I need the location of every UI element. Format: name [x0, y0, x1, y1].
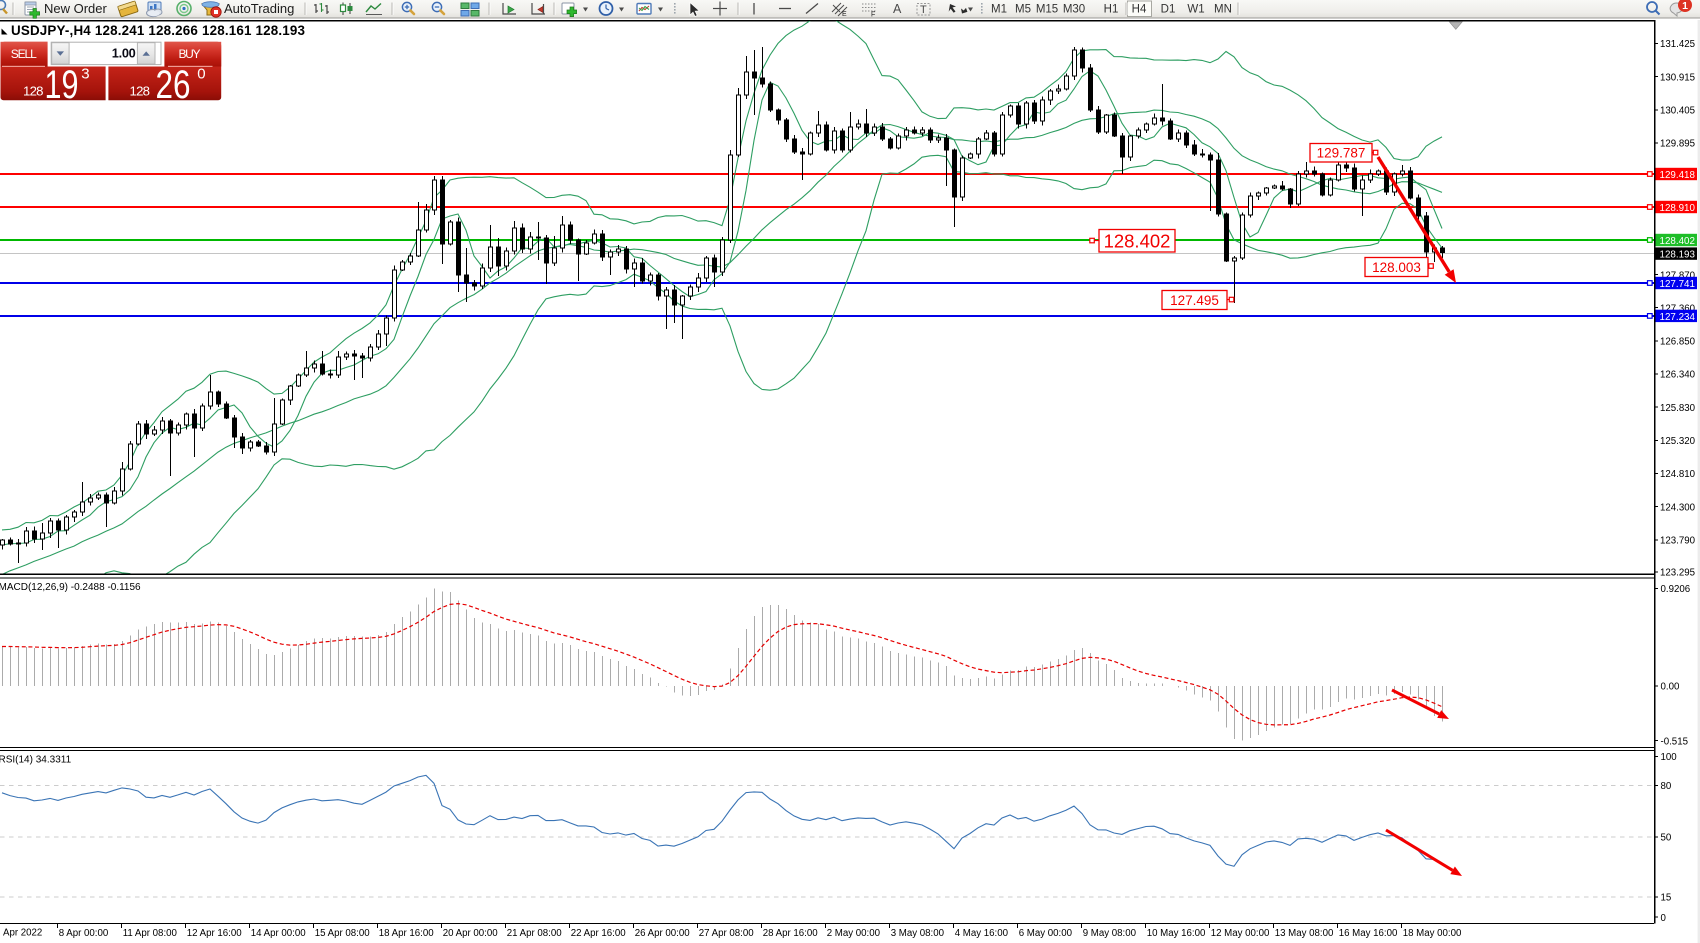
svg-text:127.495: 127.495 — [1170, 293, 1219, 308]
svg-text:100: 100 — [1661, 752, 1678, 763]
svg-text:3: 3 — [81, 66, 89, 83]
svg-text:124.810: 124.810 — [1660, 469, 1696, 480]
svg-text:16 May 16:00: 16 May 16:00 — [1339, 928, 1398, 939]
svg-text:1.00: 1.00 — [112, 46, 136, 61]
svg-text:-0.515: -0.515 — [1661, 736, 1688, 747]
svg-text:128: 128 — [23, 84, 44, 99]
svg-text:2 May 00:00: 2 May 00:00 — [827, 928, 881, 939]
svg-text:W1: W1 — [1187, 4, 1204, 16]
svg-text:M1: M1 — [991, 4, 1007, 16]
svg-text:18 May 00:00: 18 May 00:00 — [1403, 928, 1462, 939]
svg-text:0.9206: 0.9206 — [1661, 584, 1691, 595]
svg-text:26: 26 — [156, 63, 191, 107]
svg-text:AutoTrading: AutoTrading — [224, 1, 294, 16]
svg-text:T: T — [920, 4, 927, 16]
svg-text:130.405: 130.405 — [1660, 106, 1695, 117]
svg-text:19: 19 — [45, 63, 79, 107]
svg-text:26 Apr 00:00: 26 Apr 00:00 — [635, 928, 691, 939]
svg-text:1: 1 — [1682, 0, 1688, 12]
svg-text:0: 0 — [1661, 913, 1667, 924]
svg-text:14 Apr 00:00: 14 Apr 00:00 — [251, 928, 307, 939]
svg-text:BUY: BUY — [179, 47, 201, 61]
svg-text:127.870: 127.870 — [1660, 270, 1696, 281]
svg-text:SELL: SELL — [11, 47, 37, 61]
svg-text:126.850: 126.850 — [1660, 337, 1696, 348]
svg-text:123.295: 123.295 — [1660, 568, 1695, 579]
svg-text:MN: MN — [1214, 4, 1232, 16]
svg-text:D1: D1 — [1161, 4, 1176, 16]
svg-text:50: 50 — [1661, 833, 1672, 844]
svg-text:28 Apr 16:00: 28 Apr 16:00 — [763, 928, 819, 939]
svg-text:127.741: 127.741 — [1660, 279, 1695, 290]
svg-text:13 May 08:00: 13 May 08:00 — [1275, 928, 1334, 939]
svg-text:11 Apr 08:00: 11 Apr 08:00 — [123, 928, 178, 939]
svg-text:M15: M15 — [1036, 4, 1058, 16]
svg-text:10 May 16:00: 10 May 16:00 — [1147, 928, 1206, 939]
svg-text:H4: H4 — [1132, 4, 1147, 16]
svg-text:129.418: 129.418 — [1660, 170, 1696, 181]
svg-text:15 Apr 08:00: 15 Apr 08:00 — [315, 928, 371, 939]
svg-text:20 Apr 00:00: 20 Apr 00:00 — [443, 928, 499, 939]
svg-text:123.790: 123.790 — [1660, 536, 1696, 547]
svg-text:6 May 00:00: 6 May 00:00 — [1019, 928, 1073, 939]
svg-text:124.300: 124.300 — [1660, 502, 1696, 513]
svg-text:128: 128 — [130, 84, 151, 99]
svg-text:4 May 16:00: 4 May 16:00 — [955, 928, 1009, 939]
svg-text:H1: H1 — [1104, 4, 1119, 16]
svg-text:125.830: 125.830 — [1660, 403, 1696, 414]
svg-text:F: F — [871, 12, 875, 19]
svg-text:128.402: 128.402 — [1104, 230, 1171, 251]
svg-text:MACD(12,26,9) -0.2488 -0.1156: MACD(12,26,9) -0.2488 -0.1156 — [0, 582, 141, 593]
svg-text:129.787: 129.787 — [1317, 146, 1366, 161]
svg-text:21 Apr 08:00: 21 Apr 08:00 — [507, 928, 563, 939]
svg-text:M5: M5 — [1015, 4, 1031, 16]
svg-text:125.320: 125.320 — [1660, 436, 1696, 447]
svg-text:127.360: 127.360 — [1660, 303, 1696, 314]
svg-text:New Order: New Order — [44, 1, 108, 16]
svg-text:18 Apr 16:00: 18 Apr 16:00 — [379, 928, 435, 939]
svg-text:131.425: 131.425 — [1660, 39, 1695, 50]
svg-text:126.340: 126.340 — [1660, 370, 1696, 381]
svg-text:12 May 00:00: 12 May 00:00 — [1211, 928, 1270, 939]
svg-text:128.910: 128.910 — [1660, 203, 1696, 214]
svg-text:8 Apr 00:00: 8 Apr 00:00 — [59, 928, 109, 939]
svg-text:USDJPY-,H4 128.241 128.266 12: USDJPY-,H4 128.241 128.266 128.161 128.1… — [11, 23, 305, 38]
svg-text:12 Apr 16:00: 12 Apr 16:00 — [187, 928, 243, 939]
svg-text:128.193: 128.193 — [1660, 250, 1696, 261]
svg-text:M30: M30 — [1063, 4, 1085, 16]
svg-text:0: 0 — [197, 66, 205, 83]
svg-text:22 Apr 16:00: 22 Apr 16:00 — [571, 928, 627, 939]
svg-text:0.00: 0.00 — [1661, 682, 1680, 693]
svg-text:129.895: 129.895 — [1660, 139, 1695, 150]
svg-text:Apr 2022: Apr 2022 — [3, 928, 42, 939]
svg-text:A: A — [893, 2, 902, 16]
svg-text:9 May 08:00: 9 May 08:00 — [1083, 928, 1137, 939]
svg-text:15: 15 — [1661, 893, 1672, 904]
svg-text:RSI(14) 34.3311: RSI(14) 34.3311 — [0, 755, 72, 766]
svg-text:128.003: 128.003 — [1372, 260, 1421, 275]
svg-text:128.402: 128.402 — [1660, 236, 1695, 247]
svg-text:3 May 08:00: 3 May 08:00 — [891, 928, 945, 939]
svg-text:27 Apr 08:00: 27 Apr 08:00 — [699, 928, 755, 939]
svg-text:E: E — [842, 11, 847, 18]
svg-text:80: 80 — [1661, 781, 1672, 792]
svg-text:127.234: 127.234 — [1660, 312, 1696, 323]
svg-text:130.915: 130.915 — [1660, 72, 1695, 83]
